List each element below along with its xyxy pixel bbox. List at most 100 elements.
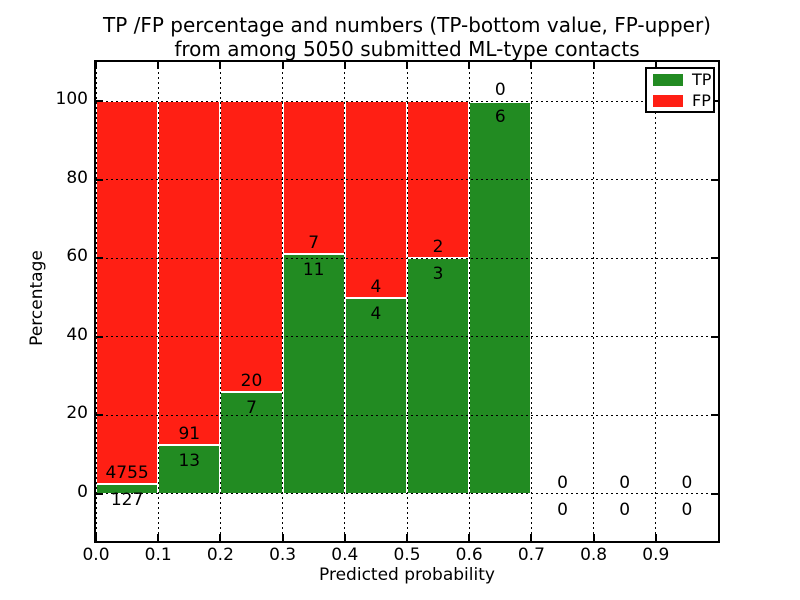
x-tick-top — [95, 62, 97, 69]
bar-segment-fp — [282, 101, 345, 254]
gridline-vertical — [530, 62, 532, 541]
tp-count-label: 13 — [178, 450, 201, 471]
x-tick-bottom — [406, 534, 408, 541]
bar-segment-fp — [96, 101, 159, 484]
chart-subtitle: from among 5050 submitted ML-type contac… — [174, 37, 640, 61]
bar-segment-fp — [469, 101, 532, 104]
legend-fp-label: FP — [692, 90, 711, 110]
x-tick-label: 0.9 — [642, 545, 670, 565]
legend: TP FP — [645, 67, 715, 113]
x-tick-top — [530, 62, 533, 69]
gridline-horizontal — [96, 493, 718, 495]
gridline-horizontal — [96, 414, 718, 416]
legend-entry-tp: TP — [653, 71, 711, 88]
fp-count-label: 91 — [178, 423, 201, 444]
x-tick-label: 0.1 — [144, 545, 172, 565]
x-tick-bottom — [592, 534, 595, 541]
bar-segment-tp — [96, 483, 159, 494]
tp-count-label: 3 — [432, 264, 444, 285]
y-tick-right — [711, 178, 718, 181]
x-tick-top — [281, 62, 284, 69]
legend-tp-swatch-icon — [653, 73, 683, 86]
y-tick-left — [96, 335, 103, 338]
plot-area — [94, 60, 720, 543]
tp-count-label: 6 — [494, 107, 506, 128]
y-tick-label: 40 — [66, 324, 88, 345]
y-tick-label: 0 — [77, 481, 88, 502]
y-tick-label: 20 — [66, 403, 88, 424]
legend-entry-fp: FP — [653, 92, 711, 109]
fp-count-label: 0 — [494, 80, 506, 101]
y-tick-left — [96, 178, 103, 181]
gridline-vertical — [406, 62, 408, 541]
gridline-vertical — [219, 62, 221, 541]
x-tick-bottom — [95, 534, 97, 541]
x-tick-label: 0.6 — [455, 545, 483, 565]
fp-count-label: 4755 — [105, 462, 149, 483]
fp-count-label: 7 — [308, 232, 320, 253]
chart-title: TP /FP percentage and numbers (TP-bottom… — [103, 13, 711, 37]
x-tick-label: 0.0 — [82, 545, 110, 565]
gridline-vertical — [282, 62, 284, 541]
x-tick-top — [219, 62, 222, 69]
bar-segment-fp — [344, 101, 407, 298]
gridline-vertical — [593, 62, 595, 541]
x-tick-bottom — [468, 534, 471, 541]
x-tick-bottom — [219, 534, 222, 541]
x-tick-bottom — [281, 534, 284, 541]
x-tick-top — [592, 62, 595, 69]
y-tick-left — [96, 257, 103, 260]
tp-count-label: 7 — [246, 398, 257, 419]
gridline-vertical — [468, 62, 470, 541]
y-tick-right — [711, 492, 718, 495]
bar-segment-tp — [344, 297, 407, 494]
tp-count-label: 0 — [619, 499, 631, 520]
tp-count-label: 0 — [557, 499, 568, 520]
tp-count-label: 0 — [681, 499, 693, 520]
y-tick-left — [96, 492, 103, 495]
y-tick-left — [96, 100, 103, 103]
gridline-vertical — [344, 62, 346, 541]
fp-count-label: 4 — [370, 276, 382, 297]
bar-segment-tp — [407, 258, 470, 494]
x-tick-top — [406, 62, 408, 69]
y-tick-right — [711, 414, 718, 417]
bar-segment-tp — [282, 253, 345, 494]
fp-count-label: 2 — [432, 237, 444, 258]
tp-count-label: 127 — [110, 489, 144, 510]
gridline-horizontal — [96, 100, 718, 102]
fp-count-label: 20 — [240, 371, 263, 392]
y-tick-right — [711, 257, 718, 260]
x-tick-top — [468, 62, 471, 69]
x-tick-bottom — [530, 534, 533, 541]
x-tick-top — [343, 62, 346, 69]
x-tick-label: 0.4 — [331, 545, 359, 565]
x-tick-top — [654, 62, 657, 69]
x-tick-bottom — [343, 534, 346, 541]
gridline-vertical — [95, 62, 97, 541]
y-tick-label: 60 — [66, 246, 88, 267]
gridline-horizontal — [96, 336, 718, 338]
bar-segment-fp — [220, 101, 283, 393]
y-tick-right — [711, 335, 718, 338]
legend-fp-swatch-icon — [653, 94, 683, 107]
gridline-vertical — [157, 62, 159, 541]
gridline-horizontal — [96, 179, 718, 181]
tp-count-label: 11 — [302, 259, 325, 280]
bar-segment-tp — [158, 444, 221, 494]
x-tick-label: 0.2 — [206, 545, 234, 565]
bar-segment-tp — [469, 101, 532, 494]
x-tick-label: 0.3 — [269, 545, 297, 565]
tp-count-label: 4 — [370, 303, 382, 324]
x-tick-label: 0.7 — [517, 545, 545, 565]
y-tick-left — [96, 414, 103, 417]
fp-count-label: 0 — [557, 472, 568, 493]
title-block: TP /FP percentage and numbers (TP-bottom… — [96, 13, 718, 61]
gridline-horizontal — [96, 257, 718, 259]
x-tick-top — [157, 62, 160, 69]
legend-tp-label: TP — [692, 69, 712, 89]
gridline-vertical — [655, 62, 657, 541]
y-tick-label: 100 — [55, 89, 88, 110]
x-tick-label: 0.5 — [393, 545, 421, 565]
